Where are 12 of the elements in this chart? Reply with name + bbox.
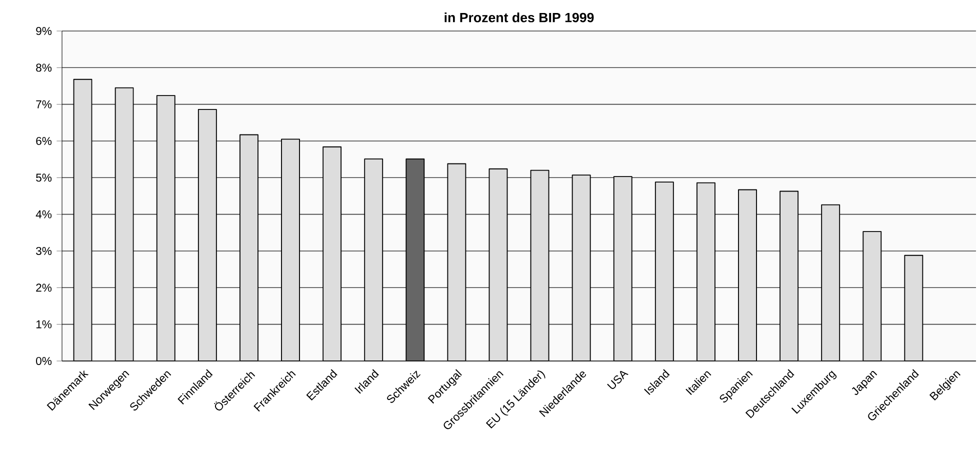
y-tick-label: 1% xyxy=(36,320,52,328)
y-tick-label: 5% xyxy=(36,174,52,182)
y-tick-label: 7% xyxy=(36,100,52,108)
y-tick-label: 3% xyxy=(36,246,52,255)
x-tick-label: USA xyxy=(607,370,628,389)
y-tick-label: 6% xyxy=(36,136,52,145)
y-tick-label: 0% xyxy=(36,356,52,365)
y-tick-label: 8% xyxy=(36,64,52,72)
chart-title: in Prozent des BIP 1999 xyxy=(444,12,594,22)
y-tick-label: 2% xyxy=(36,284,52,292)
y-tick-label: 9% xyxy=(36,26,52,36)
y-tick-label: 4% xyxy=(36,210,52,218)
